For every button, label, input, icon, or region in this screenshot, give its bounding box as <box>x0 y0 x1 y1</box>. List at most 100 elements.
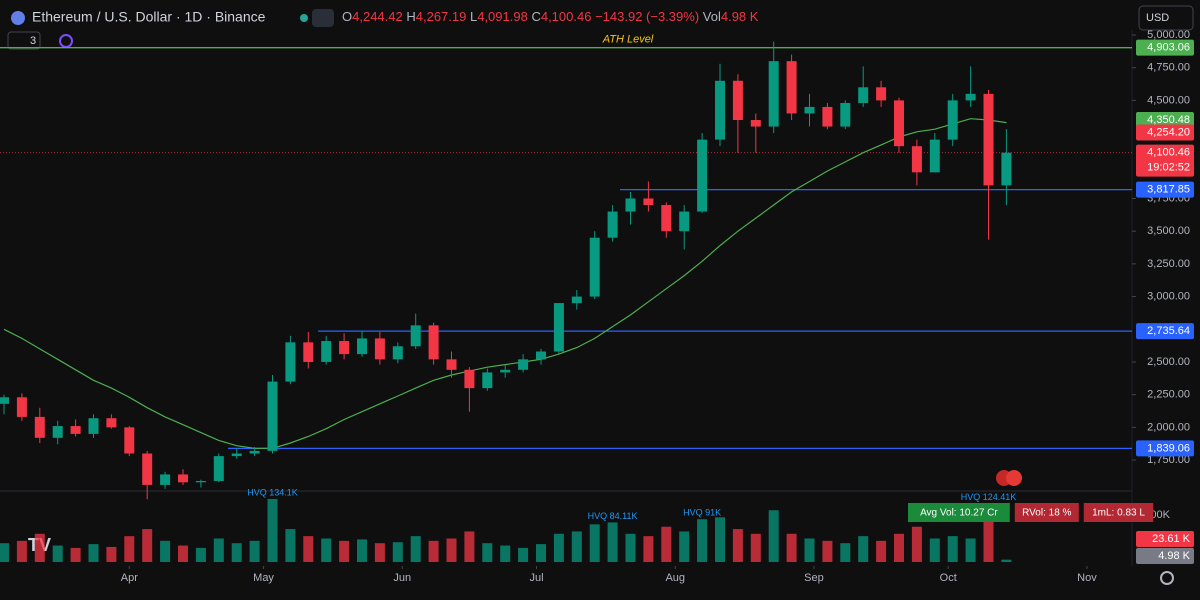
volume-bar <box>661 526 672 562</box>
level-box <box>1136 181 1194 198</box>
volume-bar <box>894 533 904 562</box>
candle-body <box>732 80 743 121</box>
volume-bar <box>965 538 976 562</box>
volume-avg-label: 23.61 K <box>1152 533 1191 545</box>
x-tick-label: May <box>253 572 274 584</box>
x-tick-label: Jul <box>529 572 543 584</box>
volume-bar <box>625 533 636 562</box>
volume-bar <box>804 538 815 562</box>
volume-bar <box>911 526 922 562</box>
currency[interactable]: USD <box>1146 12 1169 24</box>
candle-body <box>589 237 600 297</box>
candle-body <box>285 342 296 382</box>
volume-bar <box>822 540 833 562</box>
volume-bar <box>285 529 296 562</box>
volume-bar <box>357 539 367 562</box>
ma-label: 4,350.48 <box>1147 114 1190 126</box>
volume-bar <box>786 533 797 562</box>
volume-bar <box>643 536 654 562</box>
volume-bar <box>768 510 779 562</box>
candle-body <box>804 106 815 114</box>
settings-icon[interactable] <box>1160 571 1174 585</box>
volume-bar <box>106 546 117 562</box>
candle-body <box>1001 152 1012 186</box>
candle-body <box>840 103 851 127</box>
volume-badge-text: Avg Vol: 10.27 Cr <box>920 508 998 519</box>
candle-body <box>0 397 9 404</box>
vol-value: 4.98 K <box>721 9 759 24</box>
level-label: 1,839.06 <box>1147 442 1190 454</box>
y-tick-label: 3,500.00 <box>1147 225 1190 237</box>
volume-bar <box>374 543 385 562</box>
flag-button[interactable] <box>312 9 334 27</box>
volume-bar <box>88 544 99 562</box>
volume-bar <box>34 533 45 562</box>
candle-body <box>858 87 869 104</box>
volume-bar <box>195 547 206 562</box>
y-tick-label: 3,000.00 <box>1147 290 1190 302</box>
x-tick-label: Apr <box>121 572 138 584</box>
volume-bar <box>518 547 529 562</box>
indicator-icon[interactable] <box>59 34 73 48</box>
volume-bar <box>1001 559 1012 562</box>
candle-body <box>643 198 654 206</box>
volume-label: HVQ 84.11K <box>588 511 638 521</box>
volume-last-label: 4.98 K <box>1158 550 1190 562</box>
volume-bar <box>983 503 994 562</box>
indicator-toggle[interactable] <box>7 31 41 50</box>
x-tick-label: Oct <box>940 572 957 584</box>
volume-bar <box>142 529 153 562</box>
candle-body <box>679 211 690 232</box>
volume-bar <box>947 536 958 562</box>
volume-badge <box>1083 503 1154 522</box>
candle-body <box>16 397 27 417</box>
y-tick-label: 4,750.00 <box>1147 62 1190 74</box>
plot: 5,000.004,750.004,500.003,750.003,500.00… <box>0 29 1194 584</box>
candle-body <box>947 100 958 140</box>
candle-body <box>894 100 904 147</box>
volume-bar <box>607 522 618 562</box>
candle-body <box>876 87 887 101</box>
candle-body <box>518 359 529 370</box>
candle-body <box>124 427 135 454</box>
volume-bar <box>482 543 493 562</box>
high-value: 4,267.19 <box>416 9 467 24</box>
y-tick-label: 2,250.00 <box>1147 389 1190 401</box>
volume-bar <box>267 498 278 562</box>
volume-bar <box>249 540 260 562</box>
indicator-count: 3 <box>30 35 36 47</box>
close-value: 4,100.46 <box>541 9 592 24</box>
candle-body <box>911 146 922 173</box>
volume-bar <box>428 540 439 562</box>
volume-bar <box>553 533 564 562</box>
change: −143.92 (−3.39%) <box>595 9 699 24</box>
candle-body <box>965 93 976 101</box>
eth-icon <box>11 11 25 25</box>
high-label: H <box>406 9 415 24</box>
open-value: 4,244.42 <box>352 9 403 24</box>
x-tick-label: Jun <box>393 572 411 584</box>
volume-bar <box>464 531 475 562</box>
y-tick-label: 3,250.00 <box>1147 258 1190 270</box>
candle-body <box>482 372 493 389</box>
candle-body <box>786 61 797 114</box>
volume-bar <box>339 540 350 562</box>
volume-bar <box>321 538 332 562</box>
ma-box <box>1136 111 1194 128</box>
volume-avg-box <box>1136 531 1194 547</box>
low-value: 4,091.98 <box>477 9 528 24</box>
y-tick-label: 5,000.00 <box>1147 29 1190 41</box>
candle-body <box>142 453 153 485</box>
currency-button[interactable] <box>1138 5 1194 31</box>
level-box <box>1136 39 1194 56</box>
volume-bar <box>697 519 708 562</box>
candle-body <box>160 474 171 485</box>
volume-bar <box>178 545 188 562</box>
candle-body <box>249 450 260 454</box>
volume-bar <box>446 538 457 562</box>
volume-label: HVQ 91K <box>683 508 721 518</box>
candle-body <box>410 325 421 347</box>
